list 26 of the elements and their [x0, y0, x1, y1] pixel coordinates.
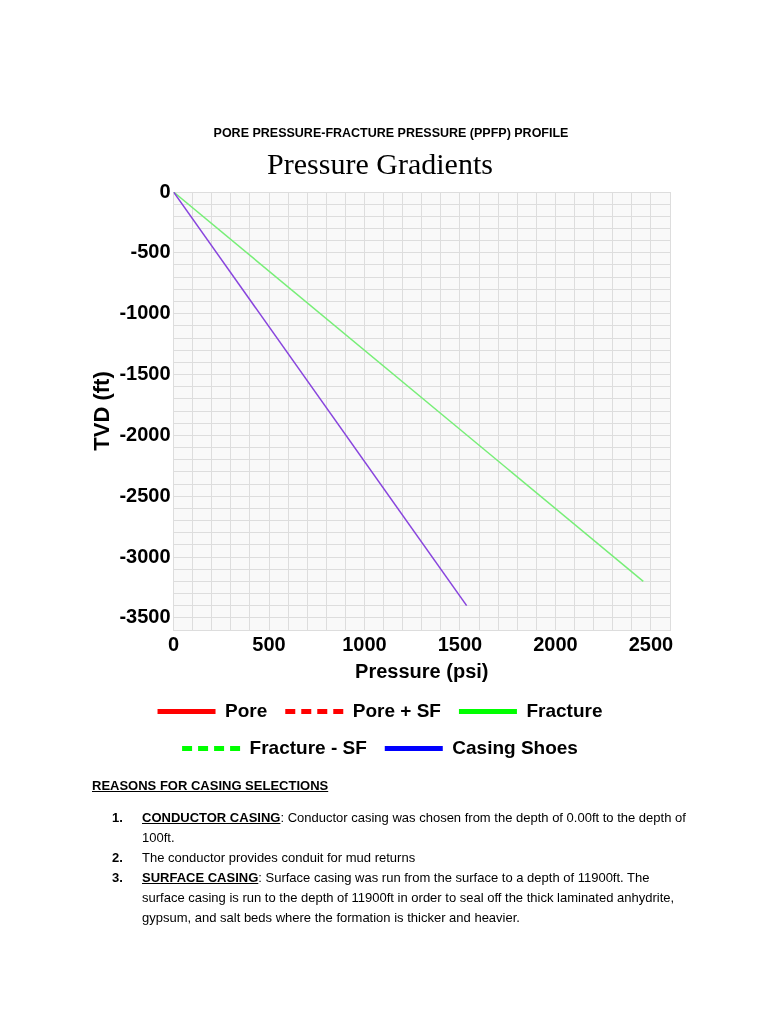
text: 1. CONDUCTOR CASING: Conductor casing was chosen from the depth of 0.00ft to the depth of 100ft. [112, 810, 686, 845]
x-tick-label: 2000 [533, 632, 578, 655]
y-tick-label: -500 [130, 240, 171, 263]
text: 3. SURFACE CASING: Surface casing was run from the surface to a depth of 11900ft. The surface casing is run to the depth of 11900ft in order to seal off the thick laminated anhydrite, gypsum, and salt beds where the formation is thicker and heavier. [112, 870, 675, 925]
y-tick-label: -2000 [119, 422, 171, 445]
x-tick-label: 1500 [437, 632, 483, 655]
y-tick-label: -1000 [119, 301, 171, 324]
y-tick-label: -1500 [119, 362, 171, 385]
y-tick-label: 0 [159, 179, 171, 202]
chart-title: PORE PRESSURE-FRACTURE PRESSURE (PPFP) PROFILE [212, 126, 570, 140]
legend-label: Fracture [526, 699, 603, 721]
legend-label: Pore + SF [352, 699, 441, 721]
y-tick-label: -2500 [119, 483, 171, 506]
x-tick-label: 1000 [342, 632, 387, 655]
text: 2. The conductor provides conduit for mud returns [112, 850, 416, 865]
legend-label: Pore [225, 699, 268, 721]
x-axis-title: Pressure (psi) [355, 659, 489, 682]
chart-subtitle: Pressure Gradients [267, 146, 493, 180]
y-axis-title: TVD (ft) [89, 371, 115, 451]
legend-label: Casing Shoes [452, 736, 578, 758]
x-tick-label: 500 [252, 632, 286, 655]
text: REASONS FOR CASING SELECTIONS [92, 777, 330, 795]
y-tick-label: -3000 [119, 544, 171, 567]
legend-label: Fracture - SF [249, 736, 367, 758]
y-tick-label: -3500 [119, 605, 171, 628]
x-tick-label: 2500 [628, 632, 674, 655]
